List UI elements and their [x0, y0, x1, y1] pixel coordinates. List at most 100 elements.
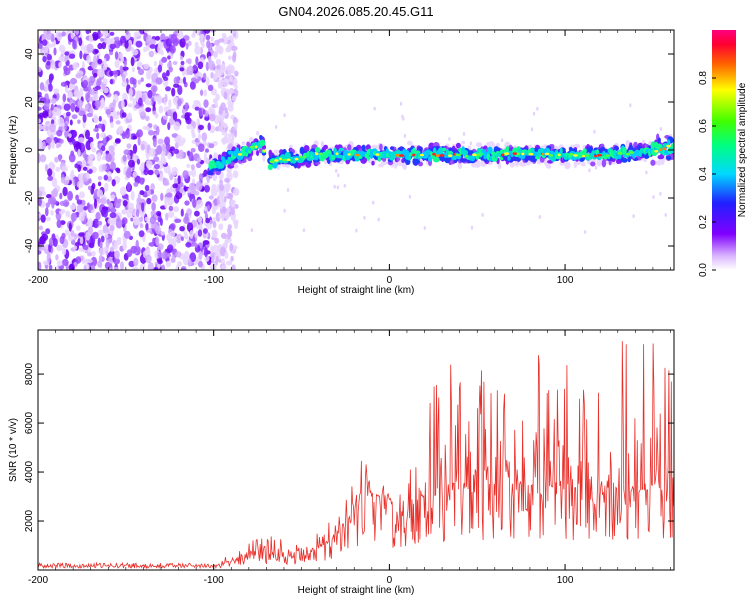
noise-speckle — [141, 202, 145, 212]
noise-speckle — [45, 202, 50, 208]
noise-speckle — [177, 139, 184, 147]
noise-speckle — [174, 177, 177, 185]
noise-speckle — [92, 231, 99, 240]
noise-speckle — [173, 121, 181, 131]
faint-speckle — [629, 103, 632, 108]
noise-speckle — [159, 218, 163, 226]
ridge-blob — [660, 157, 665, 166]
noise-speckle — [65, 210, 71, 218]
noise-speckle — [72, 62, 78, 70]
noise-speckle — [142, 125, 150, 130]
faint-speckle — [335, 168, 338, 173]
faint-speckle — [448, 137, 451, 141]
noise-speckle — [39, 82, 45, 91]
noise-speckle — [127, 103, 133, 108]
snr-y-ticks: 2000 4000 6000 8000 — [24, 363, 674, 532]
snr-x-ticks: -200 -100 0 100 — [28, 330, 671, 586]
noise-speckle — [60, 177, 66, 184]
noise-speckle — [195, 56, 199, 66]
noise-speckle — [77, 119, 81, 124]
noise-speckle — [101, 42, 107, 50]
noise-speckle — [50, 103, 54, 111]
noise-speckle — [126, 143, 132, 149]
noise-speckle — [88, 80, 94, 86]
noise-speckle — [204, 185, 210, 193]
spectrogram-x-axis-label: Height of straight line (km) — [298, 285, 415, 296]
faint-speckle — [530, 127, 534, 132]
noise-speckle — [93, 116, 99, 124]
noise-speckle — [215, 212, 221, 223]
noise-speckle — [42, 55, 47, 63]
ridge-core — [662, 147, 667, 150]
noise-speckle — [223, 91, 228, 100]
noise-speckle — [136, 91, 143, 97]
noise-speckle — [137, 136, 141, 146]
ridge-blob — [461, 140, 466, 145]
noise-speckle — [59, 192, 63, 200]
noise-speckle — [39, 154, 47, 163]
faint-speckle — [470, 225, 474, 230]
noise-speckle — [123, 230, 131, 239]
noise-speckle — [215, 58, 221, 66]
noise-speckle — [88, 136, 94, 143]
ridge-core — [582, 154, 585, 158]
noise-speckle — [69, 119, 73, 126]
noise-speckle — [192, 30, 197, 36]
noise-speckle — [72, 138, 76, 146]
noise-speckle — [114, 59, 120, 69]
noise-speckle — [92, 93, 99, 101]
noise-speckle — [50, 139, 56, 149]
ridge-blob — [246, 141, 251, 147]
noise-speckle — [99, 33, 103, 38]
noise-speckle — [173, 148, 180, 154]
noise-speckle — [54, 156, 59, 163]
noise-speckle — [67, 190, 73, 201]
noise-speckle — [102, 30, 109, 38]
noise-speckle — [85, 30, 91, 35]
faint-speckle — [283, 208, 286, 213]
noise-speckle — [179, 67, 185, 72]
noise-speckle — [168, 66, 173, 73]
ridge-blob — [314, 147, 321, 153]
noise-speckle — [139, 177, 145, 185]
noise-speckle — [177, 30, 184, 39]
noise-speckle — [58, 44, 66, 53]
noise-speckle — [131, 48, 139, 56]
noise-speckle — [167, 200, 172, 206]
ridge-core — [569, 153, 574, 156]
noise-speckle — [86, 54, 91, 64]
y-tick-label: 20 — [24, 96, 35, 108]
noise-speckle — [43, 102, 50, 111]
noise-speckle — [186, 163, 191, 168]
ridge-core — [464, 154, 468, 158]
ridge-core — [412, 153, 416, 157]
noise-speckle — [118, 52, 124, 60]
noise-speckle — [224, 107, 228, 114]
noise-speckle — [174, 218, 182, 223]
faint-speckle — [532, 111, 536, 116]
noise-speckle — [212, 244, 220, 255]
noise-speckle — [116, 126, 124, 135]
ridge-blob — [487, 146, 493, 154]
noise-speckle — [234, 204, 239, 209]
noise-speckle — [56, 244, 63, 252]
noise-speckle — [38, 261, 42, 270]
noise-speckle — [222, 78, 229, 87]
faint-speckle — [337, 173, 340, 178]
noise-speckle — [140, 143, 145, 151]
ridge-core — [544, 152, 550, 156]
noise-speckle — [211, 254, 215, 264]
snr-series-line — [38, 341, 674, 570]
noise-speckle — [107, 218, 112, 224]
noise-speckle — [45, 137, 52, 144]
noise-speckle — [179, 226, 185, 232]
ridge-blob — [267, 164, 273, 171]
noise-speckle — [198, 143, 205, 152]
noise-speckle — [100, 235, 105, 243]
noise-speckle — [160, 231, 165, 236]
noise-speckle — [190, 164, 195, 171]
faint-speckle — [469, 141, 472, 146]
noise-speckle — [78, 211, 85, 222]
noise-speckle — [45, 125, 49, 131]
noise-speckle — [177, 261, 182, 267]
